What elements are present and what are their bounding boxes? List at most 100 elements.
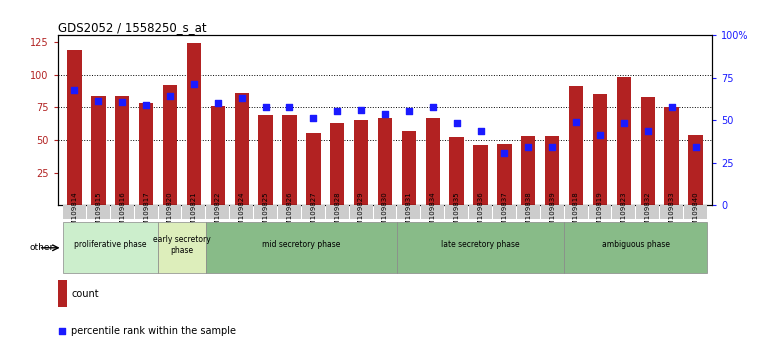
Point <box>498 150 511 156</box>
Text: GSM109831: GSM109831 <box>406 191 412 234</box>
Text: GSM109837: GSM109837 <box>501 191 507 234</box>
Bar <box>521 136 535 205</box>
Bar <box>162 85 177 205</box>
Bar <box>593 94 608 205</box>
FancyBboxPatch shape <box>612 205 635 219</box>
Text: GSM109836: GSM109836 <box>477 191 484 234</box>
FancyBboxPatch shape <box>278 205 301 219</box>
Point <box>450 120 463 126</box>
FancyBboxPatch shape <box>660 205 683 219</box>
Point <box>164 93 176 98</box>
Point <box>116 99 129 105</box>
FancyBboxPatch shape <box>135 205 158 219</box>
FancyBboxPatch shape <box>636 205 659 219</box>
Text: percentile rank within the sample: percentile rank within the sample <box>71 326 236 336</box>
Bar <box>617 77 631 205</box>
FancyBboxPatch shape <box>206 205 229 219</box>
Text: GSM109829: GSM109829 <box>358 191 364 234</box>
Text: GSM109839: GSM109839 <box>549 191 555 234</box>
FancyBboxPatch shape <box>206 222 397 273</box>
Bar <box>545 136 559 205</box>
Text: GSM109818: GSM109818 <box>573 191 579 234</box>
Bar <box>306 133 320 205</box>
Text: GSM109816: GSM109816 <box>119 191 126 234</box>
FancyBboxPatch shape <box>564 222 708 273</box>
FancyBboxPatch shape <box>421 205 444 219</box>
Text: GSM109834: GSM109834 <box>430 191 436 234</box>
Point <box>259 104 272 110</box>
FancyBboxPatch shape <box>182 205 206 219</box>
Text: GSM109814: GSM109814 <box>72 191 78 234</box>
Point <box>403 108 415 114</box>
Point <box>140 102 152 108</box>
Text: late secretory phase: late secretory phase <box>441 240 520 250</box>
Text: GSM109821: GSM109821 <box>191 191 197 234</box>
Text: GSM109840: GSM109840 <box>692 191 698 234</box>
Point <box>641 128 654 134</box>
Point <box>188 81 200 87</box>
FancyBboxPatch shape <box>158 222 206 273</box>
Bar <box>211 106 225 205</box>
Bar <box>330 123 344 205</box>
Text: GSM109828: GSM109828 <box>334 191 340 234</box>
Point <box>665 104 678 110</box>
Point <box>331 108 343 114</box>
Bar <box>665 107 679 205</box>
FancyBboxPatch shape <box>63 205 86 219</box>
FancyBboxPatch shape <box>397 205 420 219</box>
Bar <box>67 50 82 205</box>
FancyBboxPatch shape <box>230 205 253 219</box>
Bar <box>58 280 68 307</box>
FancyBboxPatch shape <box>111 205 134 219</box>
Text: GSM109822: GSM109822 <box>215 191 221 234</box>
Text: GSM109824: GSM109824 <box>239 191 245 234</box>
Bar <box>497 144 511 205</box>
Point <box>427 104 439 110</box>
Text: GSM109823: GSM109823 <box>621 191 627 234</box>
Point <box>474 128 487 134</box>
Point <box>522 144 534 149</box>
FancyBboxPatch shape <box>564 205 588 219</box>
Point <box>212 101 224 106</box>
FancyBboxPatch shape <box>350 205 373 219</box>
Bar <box>259 115 273 205</box>
Text: GSM109833: GSM109833 <box>668 191 675 234</box>
Text: GSM109835: GSM109835 <box>454 191 460 234</box>
Point <box>618 120 630 126</box>
Point <box>594 132 606 138</box>
Bar <box>187 43 201 205</box>
Bar <box>474 145 487 205</box>
Point <box>286 100 299 105</box>
Bar <box>569 86 583 205</box>
Bar <box>688 135 703 205</box>
Point <box>69 87 81 93</box>
Point <box>689 144 701 149</box>
Text: GSM109838: GSM109838 <box>525 191 531 234</box>
Text: GSM109827: GSM109827 <box>310 191 316 234</box>
FancyBboxPatch shape <box>493 205 516 219</box>
Text: count: count <box>71 289 99 299</box>
Bar <box>378 118 392 205</box>
FancyBboxPatch shape <box>326 205 349 219</box>
Bar <box>641 97 655 205</box>
Bar <box>426 118 440 205</box>
FancyBboxPatch shape <box>469 205 492 219</box>
FancyBboxPatch shape <box>445 205 468 219</box>
FancyBboxPatch shape <box>302 205 325 219</box>
Bar <box>354 120 368 205</box>
Text: GSM109817: GSM109817 <box>143 191 149 234</box>
FancyBboxPatch shape <box>517 205 540 219</box>
FancyBboxPatch shape <box>159 205 182 219</box>
Text: early secretory
phase: early secretory phase <box>153 235 211 255</box>
Text: GSM109830: GSM109830 <box>382 191 388 234</box>
FancyBboxPatch shape <box>62 222 158 273</box>
Text: mid secretory phase: mid secretory phase <box>263 240 340 250</box>
FancyBboxPatch shape <box>397 222 564 273</box>
FancyBboxPatch shape <box>684 205 707 219</box>
Bar <box>402 131 416 205</box>
Text: other: other <box>30 243 54 252</box>
FancyBboxPatch shape <box>87 205 110 219</box>
Text: GSM109826: GSM109826 <box>286 191 293 234</box>
FancyBboxPatch shape <box>254 205 277 219</box>
Bar <box>115 96 129 205</box>
